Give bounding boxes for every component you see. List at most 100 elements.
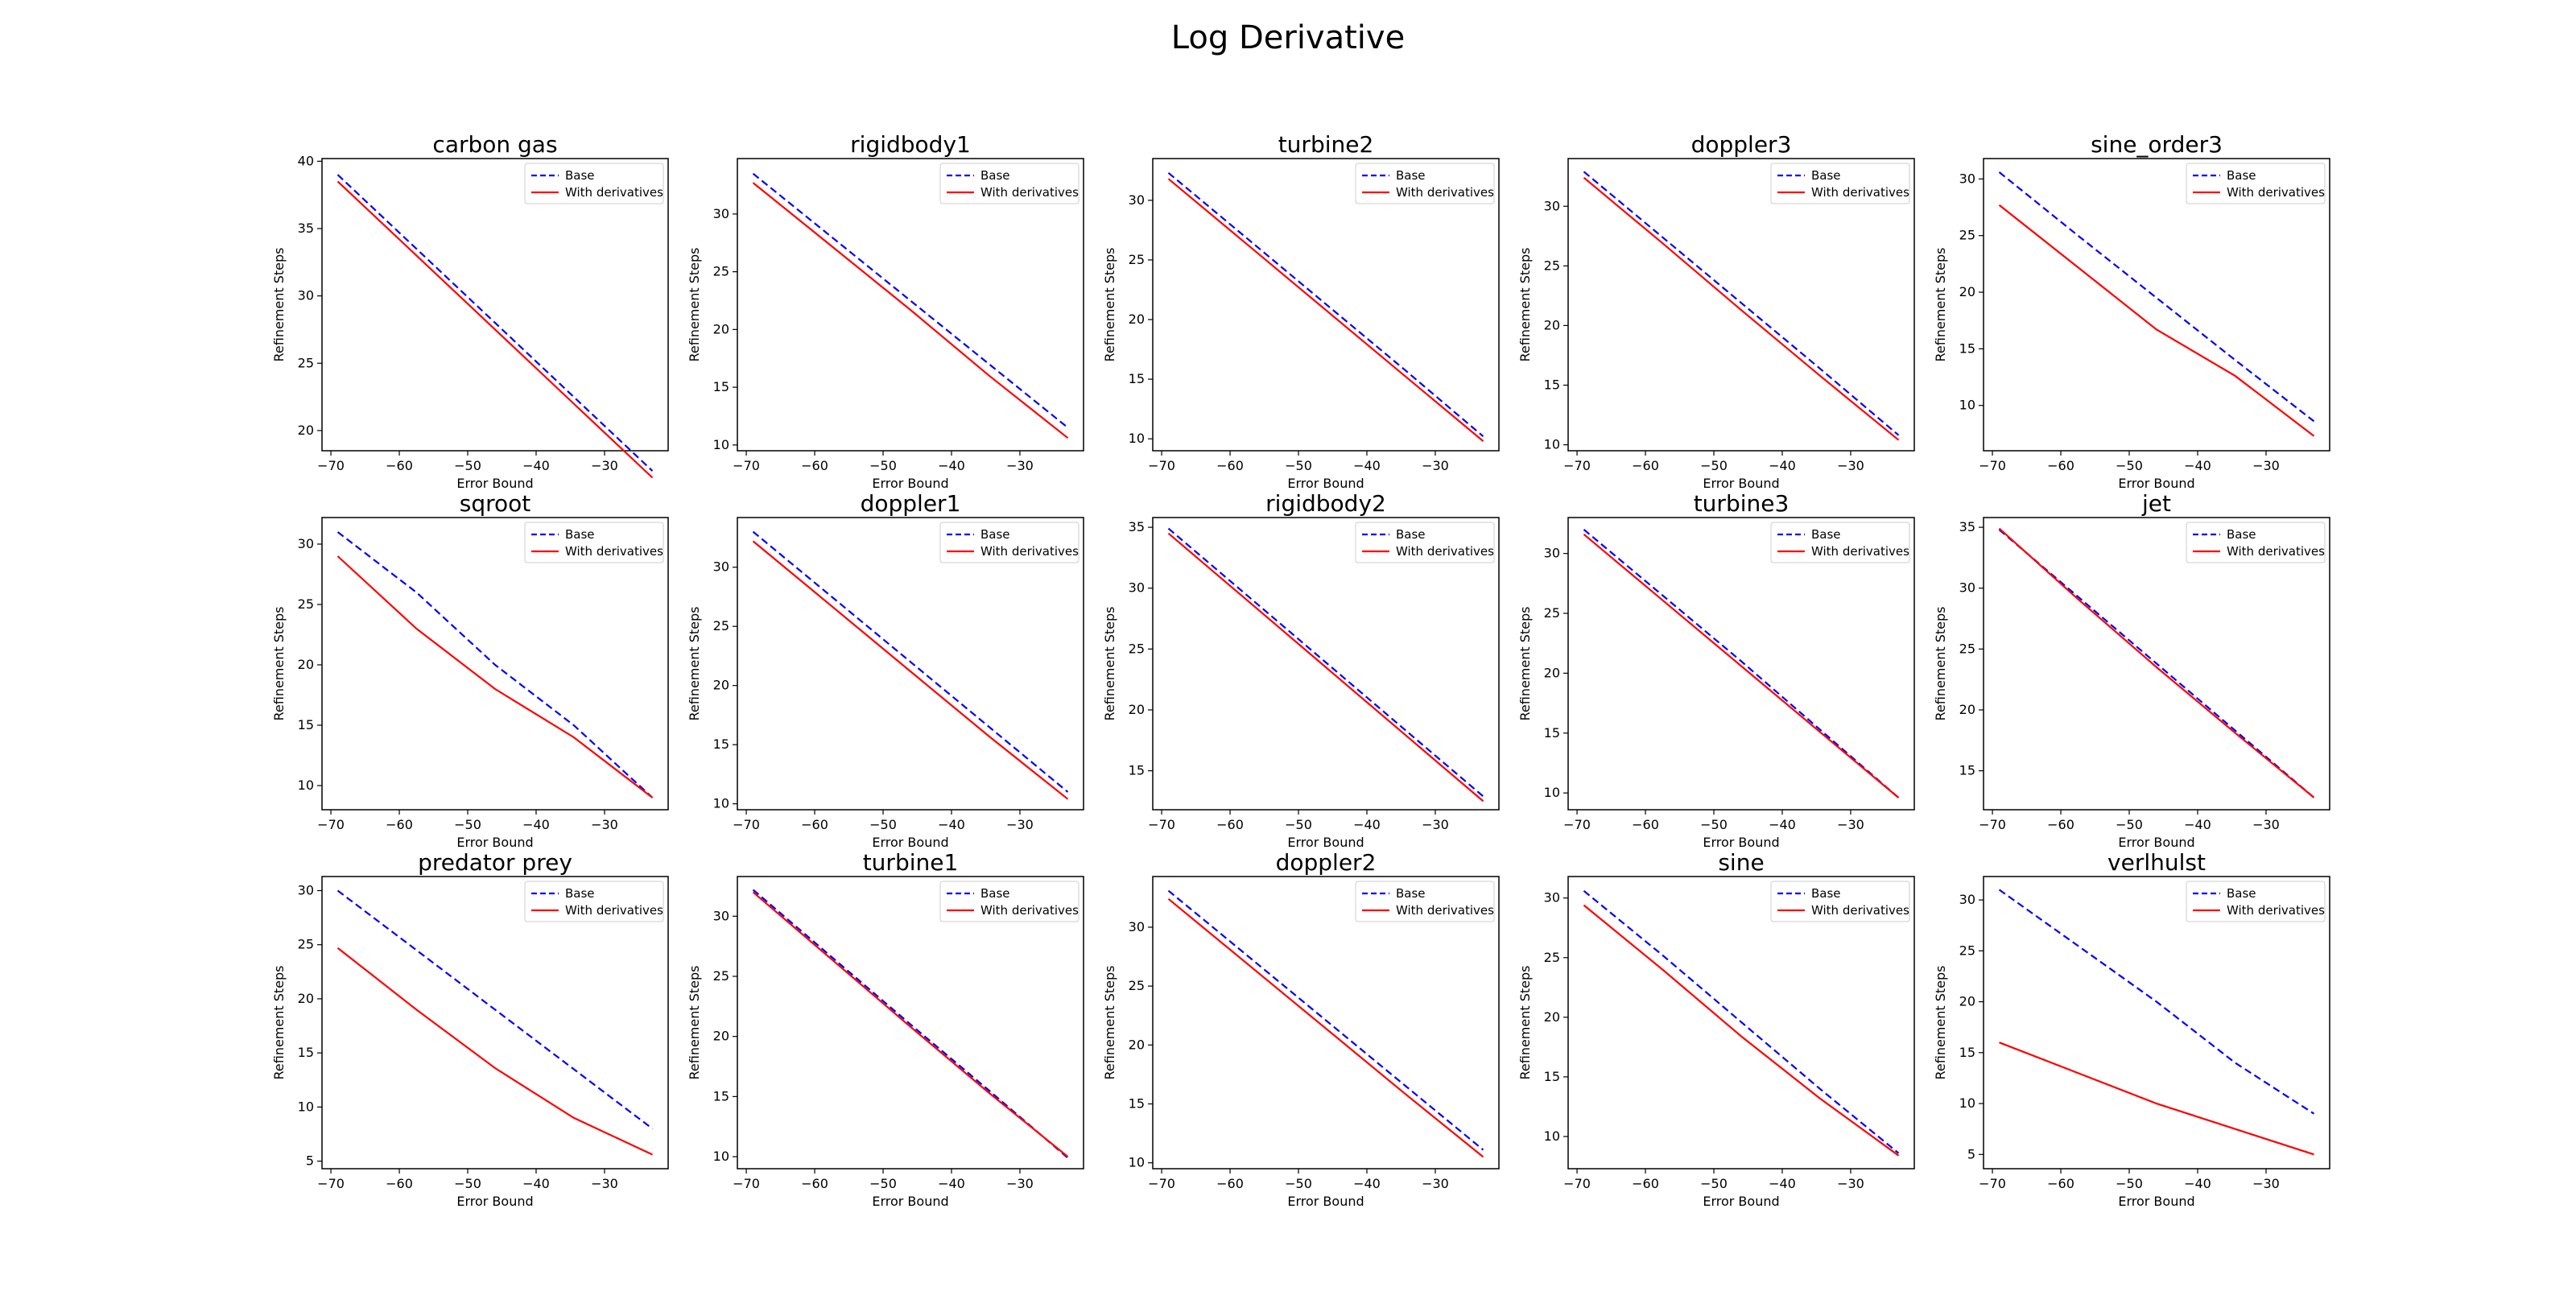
x-tick-label: −50 (1700, 817, 1728, 832)
y-tick-label: 15 (713, 379, 729, 394)
series-base-line (1167, 171, 1484, 438)
chart-panel: doppler2 −70 −60 −50 −40 −30 10 15 20 25 30 Error B… (1102, 849, 1500, 1209)
y-tick-label: 30 (713, 908, 729, 923)
legend-label: With derivatives (1396, 544, 1494, 559)
y-tick-label: 25 (298, 596, 314, 612)
y-axis-label: Refinement Steps (1102, 966, 1117, 1080)
y-tick-label: 15 (298, 1045, 314, 1060)
x-tick-label: −40 (522, 1176, 550, 1191)
y-tick-label: 10 (713, 437, 729, 452)
series-base-line (1167, 889, 1484, 1151)
x-tick-label: −70 (1148, 1176, 1175, 1191)
legend-label: Base (2227, 527, 2256, 542)
x-tick-label: −70 (317, 458, 345, 473)
legend-box (2186, 163, 2326, 204)
legend-label: Base (1811, 886, 1841, 901)
legend-label: Base (565, 886, 595, 901)
legend-label: Base (980, 886, 1010, 901)
x-axis-label: Error Bound (1287, 476, 1364, 491)
y-tick-label: 25 (713, 968, 729, 984)
legend-label: Base (2227, 886, 2256, 901)
series-with-derivatives-line (1998, 527, 2315, 798)
series-with-derivatives-line (752, 540, 1069, 800)
y-tick-label: 25 (1129, 641, 1145, 656)
x-tick-label: −30 (2252, 458, 2280, 473)
x-tick-label: −30 (2252, 817, 2280, 832)
plot-frame (737, 158, 1084, 452)
y-tick-label: 10 (1129, 1155, 1145, 1170)
chart-title: carbon gas (432, 131, 557, 158)
y-tick-label: 30 (298, 882, 314, 897)
x-tick-label: −40 (1353, 1176, 1381, 1191)
x-tick-label: −50 (454, 458, 481, 473)
y-tick-label: 20 (713, 321, 729, 336)
chart-panel: jet −70 −60 −50 −40 −30 15 20 25 30 35 Error Bound R… (1933, 490, 2330, 850)
y-tick-label: 15 (1129, 371, 1145, 386)
legend-label: With derivatives (1396, 903, 1494, 918)
x-tick-label: −70 (733, 1176, 760, 1191)
series-base-line (1998, 171, 2315, 423)
y-axis-label: Refinement Steps (1517, 248, 1533, 362)
y-axis-label: Refinement Steps (687, 966, 702, 1080)
x-tick-label: −30 (1422, 458, 1449, 473)
y-tick-label: 15 (1544, 377, 1560, 393)
legend-label: Base (2227, 168, 2256, 183)
legend-box (1355, 163, 1495, 204)
x-tick-label: −30 (1006, 1176, 1034, 1191)
x-tick-label: −50 (869, 458, 897, 473)
y-tick-label: 5 (1967, 1146, 1975, 1161)
x-tick-label: −30 (1837, 458, 1864, 473)
legend-box (1355, 522, 1495, 563)
series-base-line (752, 889, 1069, 1159)
x-tick-label: −40 (938, 1176, 965, 1191)
series-base-line (336, 531, 654, 798)
x-tick-label: −40 (1353, 458, 1381, 473)
x-axis-label: Error Bound (2118, 476, 2194, 491)
plot-frame (1152, 517, 1500, 811)
legend-label: Base (1811, 168, 1841, 183)
x-tick-label: −30 (1837, 817, 1864, 832)
legend-box (1770, 163, 1910, 204)
x-tick-label: −60 (1216, 1176, 1244, 1191)
y-tick-label: 15 (1959, 1045, 1975, 1060)
x-tick-label: −70 (1563, 817, 1591, 832)
legend-box (1770, 881, 1910, 922)
chart-title: doppler3 (1691, 131, 1792, 158)
y-tick-label: 20 (1544, 665, 1560, 680)
legend-label: With derivatives (2227, 903, 2325, 918)
x-tick-label: −60 (1632, 817, 1659, 832)
x-tick-label: −60 (2047, 458, 2074, 473)
y-axis-label: Refinement Steps (1517, 607, 1533, 721)
x-tick-label: −60 (2047, 1176, 2074, 1191)
y-tick-label: 10 (1959, 1095, 1975, 1111)
chart-title: sine_order3 (2091, 131, 2223, 158)
y-tick-label: 20 (1129, 311, 1145, 327)
legend-box (2186, 881, 2326, 922)
legend-label: Base (1811, 527, 1841, 542)
x-tick-label: −70 (733, 817, 760, 832)
y-tick-label: 10 (1544, 1128, 1560, 1144)
legend-box (2186, 522, 2326, 563)
y-tick-label: 25 (298, 355, 314, 370)
legend-label: Base (980, 527, 1010, 542)
y-tick-label: 30 (713, 559, 729, 575)
chart-panel: rigidbody2 −70 −60 −50 −40 −30 15 20 25 30 35 Error… (1102, 490, 1500, 850)
series-base-line (1167, 527, 1484, 798)
y-tick-label: 20 (298, 991, 314, 1006)
y-tick-label: 20 (1544, 1009, 1560, 1025)
y-tick-label: 25 (1959, 943, 1975, 958)
y-tick-label: 15 (713, 736, 729, 752)
y-tick-label: 30 (1544, 546, 1560, 561)
y-axis-label: Refinement Steps (1933, 248, 1948, 362)
plot-frame (737, 876, 1084, 1170)
x-axis-label: Error Bound (456, 835, 533, 850)
legend-label: Base (980, 168, 1010, 183)
series-with-derivatives-line (1999, 1042, 2314, 1156)
chart-title: jet (2141, 490, 2171, 517)
legend-label: With derivatives (1396, 185, 1494, 200)
x-axis-label: Error Bound (1703, 835, 1779, 850)
x-tick-label: −30 (1837, 1176, 1864, 1191)
x-tick-label: −50 (869, 817, 897, 832)
x-axis-label: Error Bound (2118, 1194, 2194, 1209)
